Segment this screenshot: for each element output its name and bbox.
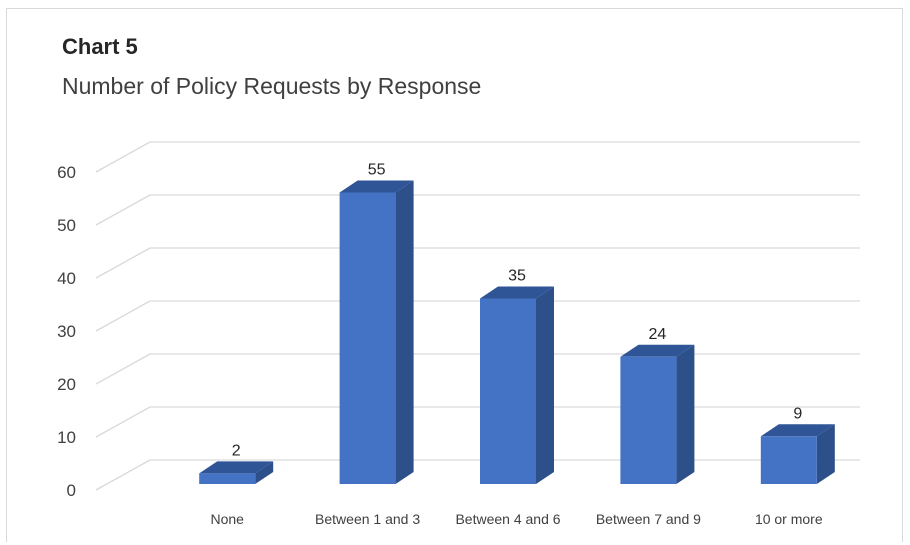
x-axis: None Between 1 and 3 Between 4 and 6 Betwee… xyxy=(210,511,822,527)
data-label: 55 xyxy=(368,162,386,179)
bar-front xyxy=(760,436,817,484)
gridlines xyxy=(95,141,860,491)
chart-title: Chart 5 xyxy=(62,34,138,59)
bar: 35 xyxy=(480,268,554,484)
y-tick-label: 50 xyxy=(57,216,76,235)
x-tick-label: None xyxy=(210,511,244,527)
gridline-depth xyxy=(95,406,151,438)
chart-subtitle: Number of Policy Requests by Response xyxy=(62,73,482,99)
bar-top xyxy=(199,461,274,474)
gridline-depth xyxy=(95,194,151,226)
gridline-depth xyxy=(95,459,151,491)
bar-top xyxy=(480,286,554,299)
bar-front xyxy=(480,298,536,484)
data-label: 9 xyxy=(793,405,802,422)
bar-front xyxy=(199,473,256,484)
y-tick-label: 60 xyxy=(57,163,76,182)
x-tick-label: Between 7 and 9 xyxy=(596,511,701,527)
data-label: 24 xyxy=(649,326,667,343)
bar-side xyxy=(536,286,554,484)
y-tick-label: 30 xyxy=(57,322,76,341)
y-tick-label: 40 xyxy=(57,269,76,288)
bar-front xyxy=(620,356,677,484)
y-tick-label: 10 xyxy=(57,428,76,447)
bar: 55 xyxy=(339,162,414,484)
y-tick-label: 0 xyxy=(67,481,76,500)
data-label: 35 xyxy=(508,268,526,285)
gridline-depth xyxy=(95,353,151,385)
bar: 2 xyxy=(199,442,274,484)
bar: 24 xyxy=(620,326,695,484)
bar-side xyxy=(255,461,274,484)
x-tick-label: 10 or more xyxy=(755,511,823,527)
bar-side xyxy=(816,424,835,484)
gridline-depth xyxy=(95,141,151,173)
y-tick-label: 20 xyxy=(57,375,76,394)
bar-side xyxy=(395,180,414,484)
data-label: 2 xyxy=(232,442,241,459)
x-tick-label: Between 1 and 3 xyxy=(315,511,420,527)
bar-side xyxy=(676,344,695,484)
gridline-depth xyxy=(95,300,151,332)
bar-top xyxy=(620,344,695,357)
x-tick-label: Between 4 and 6 xyxy=(455,511,560,527)
bars: 2 55 35 24 9 xyxy=(199,162,835,484)
bar-front xyxy=(339,192,396,484)
bar-top xyxy=(339,180,414,193)
y-axis: 0 10 20 30 40 50 60 xyxy=(57,163,76,500)
bar: 9 xyxy=(760,405,835,484)
gridline-depth xyxy=(95,247,151,279)
chart-area xyxy=(6,8,903,542)
bar-top xyxy=(760,424,835,437)
